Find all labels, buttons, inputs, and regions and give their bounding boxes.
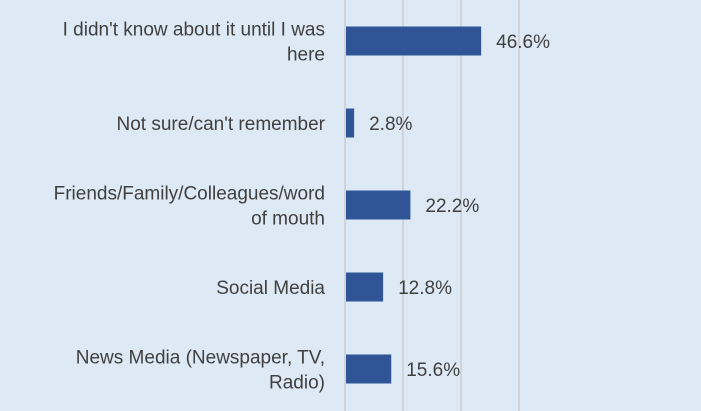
- bar: [346, 108, 355, 138]
- category-label-line: News Media (Newspaper, TV,: [76, 348, 325, 369]
- category-label-line: Radio): [269, 373, 325, 394]
- bar: [346, 354, 392, 384]
- data-label: 2.8%: [369, 114, 412, 135]
- data-label: 46.6%: [496, 32, 550, 53]
- category-label-line: Not sure/can't remember: [117, 114, 326, 135]
- category-label: I didn't know about it until I was here: [63, 20, 325, 66]
- data-label: 22.2%: [425, 196, 479, 217]
- category-label: Not sure/can't remember: [117, 114, 326, 135]
- bar: [346, 272, 384, 302]
- category-label: News Media (Newspaper, TV, Radio): [76, 348, 325, 394]
- data-label: 15.6%: [406, 360, 460, 381]
- bar: [346, 190, 411, 220]
- category-label-line: of mouth: [251, 209, 325, 230]
- category-label-line: Social Media: [216, 278, 325, 299]
- category-label-line: I didn't know about it until I was: [63, 20, 325, 41]
- bar: [346, 26, 482, 56]
- category-label-line: Friends/Family/Colleagues/word: [54, 184, 325, 205]
- data-label: 12.8%: [398, 278, 452, 299]
- category-label: Social Media: [216, 278, 325, 299]
- category-label-line: here: [287, 45, 325, 66]
- category-label: Friends/Family/Colleagues/word of mouth: [54, 184, 325, 230]
